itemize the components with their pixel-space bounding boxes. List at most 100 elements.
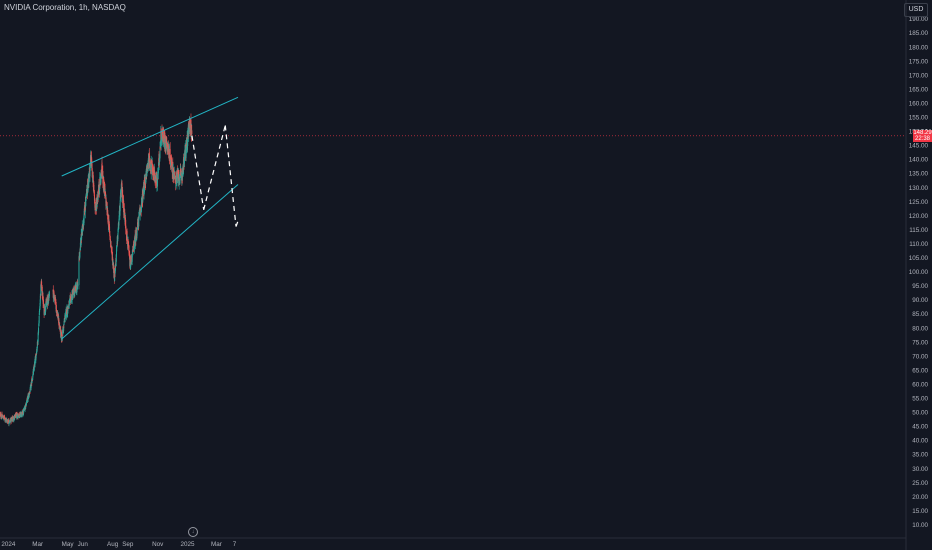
- price-tick-label: 75.00: [912, 339, 928, 346]
- candle-body: [134, 239, 136, 245]
- projection-segment[interactable]: [191, 135, 205, 210]
- candle-body: [13, 419, 15, 421]
- price-tick-label: 110.00: [909, 241, 928, 248]
- candle-body: [37, 332, 39, 342]
- candle-body: [101, 162, 103, 173]
- candle-body: [27, 397, 29, 402]
- candle-body: [14, 415, 16, 419]
- time-axis[interactable]: 2024 Mar May Jun Aug Sep Nov 2025 Mar 7: [1, 541, 236, 548]
- price-tick-label: 145.00: [909, 143, 929, 150]
- candle-body: [91, 168, 93, 178]
- candle-body: [34, 359, 36, 365]
- price-tick-label: 130.00: [909, 185, 929, 192]
- candle-body: [109, 239, 111, 242]
- candle-body: [149, 160, 151, 168]
- price-tick-label: 60.00: [912, 381, 928, 388]
- candle-body: [35, 354, 37, 361]
- candle-body: [48, 291, 50, 296]
- projection-layer[interactable]: [191, 125, 239, 227]
- candle-body: [88, 171, 90, 179]
- candle-body: [77, 284, 79, 287]
- time-tick-label: Mar: [32, 541, 43, 548]
- candle-body: [17, 414, 19, 416]
- candle-body: [157, 167, 159, 173]
- candle-body: [122, 189, 124, 204]
- price-tick-label: 100.00: [909, 269, 929, 276]
- candle-body: [83, 207, 85, 213]
- candle-body: [138, 215, 140, 227]
- trendlines-layer[interactable]: [61, 96, 239, 340]
- price-tick-label: 30.00: [912, 466, 928, 473]
- candle-body: [184, 151, 186, 161]
- candle-body: [112, 257, 114, 258]
- price-tick-label: 15.00: [912, 508, 928, 515]
- price-tick-label: 160.00: [909, 100, 929, 107]
- price-tick-label: 50.00: [912, 410, 928, 417]
- candle-body: [57, 313, 59, 319]
- candle-body: [102, 171, 104, 184]
- candle-body: [131, 254, 133, 262]
- candle-body: [60, 329, 62, 331]
- candle-body: [145, 171, 147, 180]
- projection-segment[interactable]: [203, 125, 226, 210]
- candle-body: [41, 286, 43, 297]
- price-tick-label: 10.00: [912, 522, 928, 529]
- candle-body: [74, 288, 76, 294]
- candle-body: [15, 413, 17, 418]
- candle-body: [113, 269, 115, 280]
- trendline-upper[interactable]: [61, 96, 239, 177]
- price-tick-label: 125.00: [909, 199, 929, 206]
- candle-body: [55, 304, 57, 309]
- candle-body: [118, 223, 120, 230]
- last-price-countdown: 22:38: [914, 135, 930, 142]
- candle-body: [40, 284, 42, 296]
- time-tick-label: Mar: [211, 541, 222, 548]
- candle-body: [70, 298, 72, 303]
- candle-body: [21, 412, 23, 416]
- candle-body: [136, 230, 138, 236]
- projection-segment[interactable]: [235, 220, 239, 227]
- price-tick-label: 180.00: [909, 44, 929, 51]
- candle-body: [96, 201, 98, 204]
- candle-body: [28, 393, 30, 398]
- price-tick-label: 25.00: [912, 480, 928, 487]
- candle-body: [28, 393, 30, 396]
- time-tick-label: Sep: [122, 541, 134, 548]
- candle-body: [38, 315, 40, 324]
- candle-body: [151, 163, 153, 172]
- time-tick-label: 2025: [181, 541, 196, 548]
- trendline-lower[interactable]: [61, 184, 239, 340]
- candle-body: [33, 365, 35, 371]
- candle-body: [162, 136, 164, 145]
- candle-body: [96, 201, 98, 210]
- candle-body: [119, 195, 121, 201]
- candle-body: [32, 374, 34, 378]
- candle-body: [23, 410, 25, 414]
- candle-body: [18, 413, 20, 417]
- candle-body: [168, 147, 170, 154]
- arrow-down-circle-icon[interactable]: ↓: [187, 527, 198, 537]
- candle-body: [127, 239, 129, 245]
- candle-body: [117, 232, 119, 240]
- last-price-value: 148.29: [913, 129, 932, 136]
- currency-button[interactable]: USD: [904, 3, 928, 17]
- candle-body: [38, 327, 40, 333]
- price-tick-label: 35.00: [912, 452, 928, 459]
- time-tick-label: 2024: [1, 541, 16, 548]
- candle-body: [118, 215, 120, 221]
- candle-body: [173, 173, 175, 177]
- candle-body: [191, 130, 193, 135]
- price-tick-label: 105.00: [909, 255, 929, 262]
- time-tick-label: Aug: [107, 541, 119, 548]
- symbol-legend[interactable]: NVIDIA Corporation, 1h, NASDAQ: [4, 3, 126, 12]
- candle-body: [125, 219, 127, 229]
- candle-body: [79, 242, 81, 251]
- projection-segment[interactable]: [224, 125, 237, 227]
- candle-body: [122, 202, 124, 205]
- price-axis[interactable]: 10.00 15.00 20.00 25.00 30.00 35.00 40.00 45.00…: [909, 16, 929, 529]
- price-tick-label: 135.00: [909, 171, 929, 178]
- candle-body: [36, 341, 38, 348]
- candle-body: [19, 412, 21, 416]
